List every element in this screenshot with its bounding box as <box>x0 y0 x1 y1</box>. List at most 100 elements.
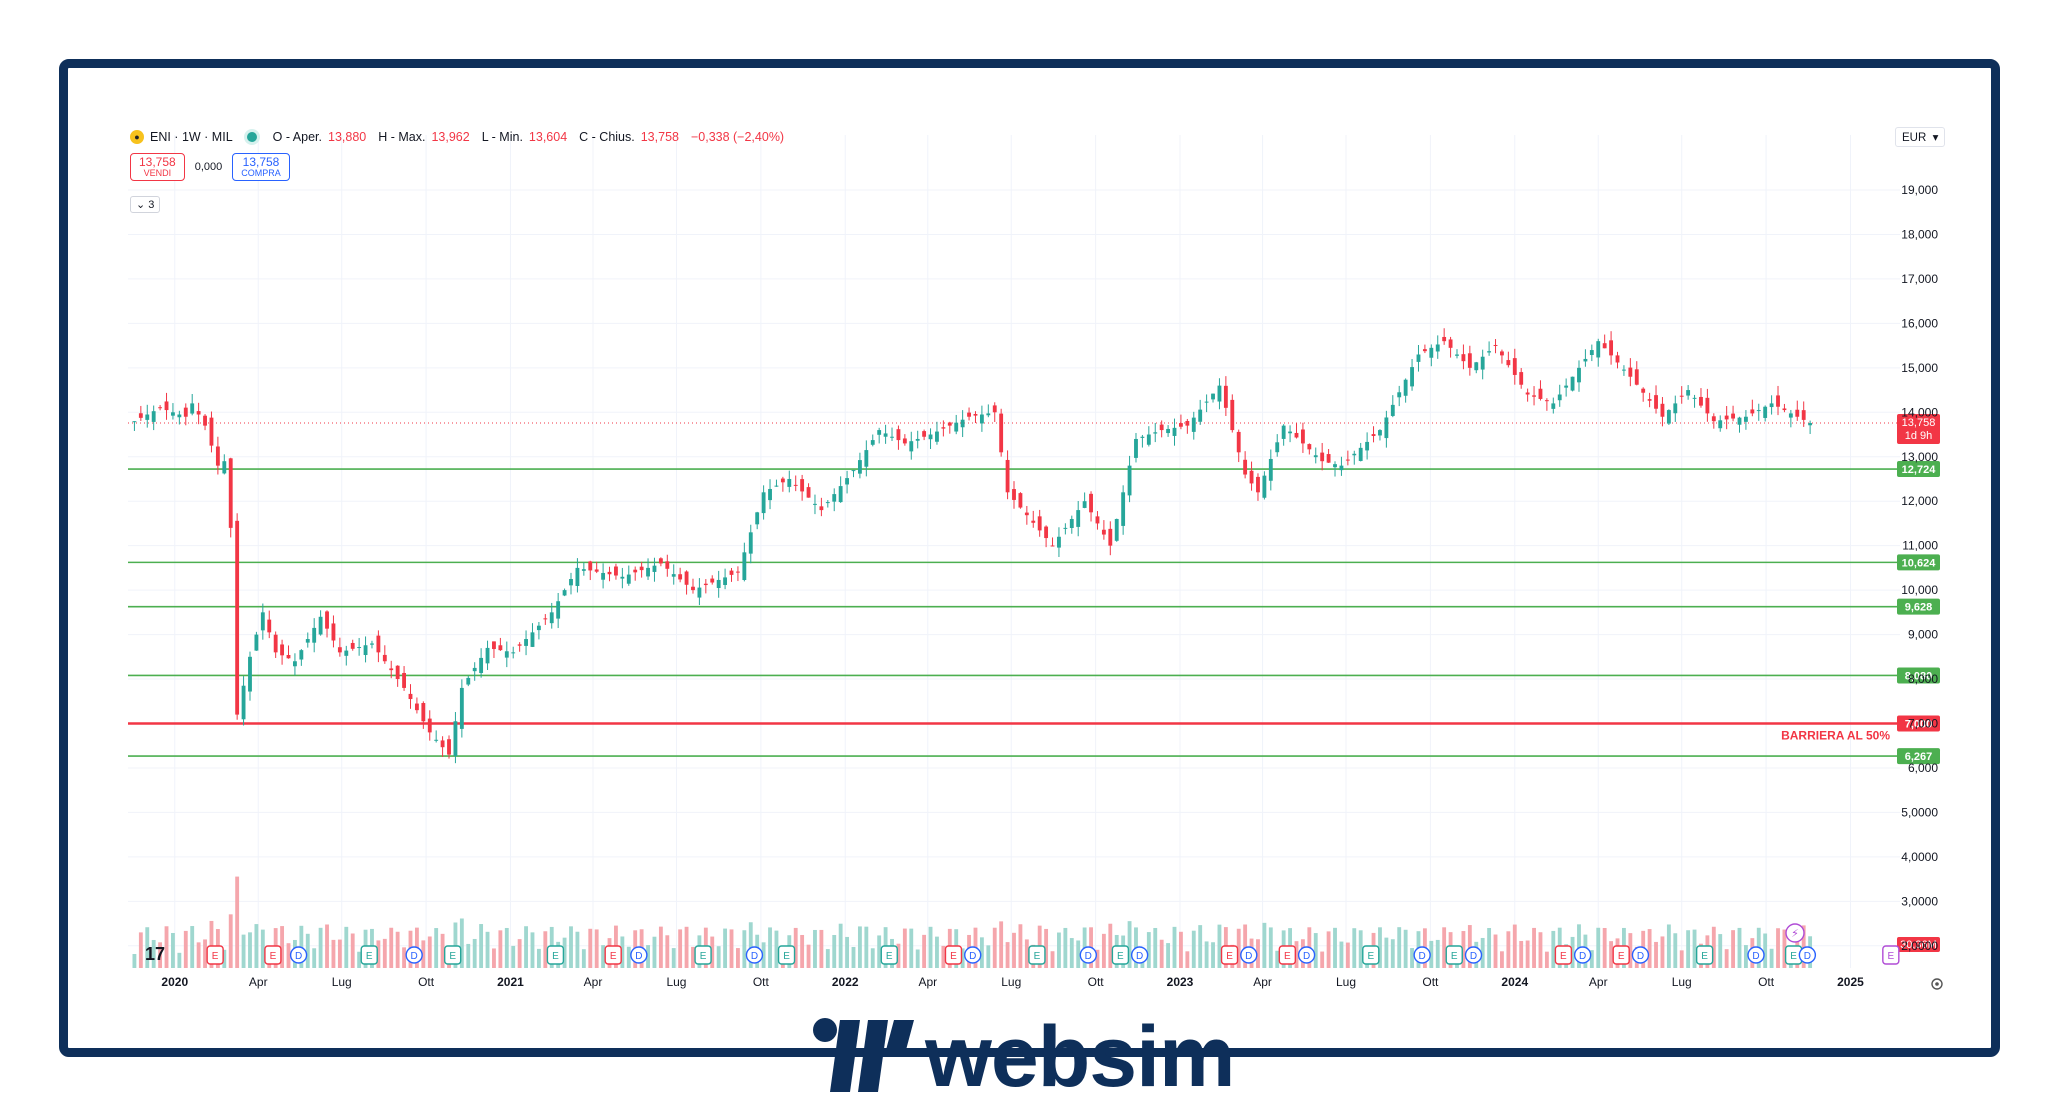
volume-bar <box>504 927 509 968</box>
candle-body <box>594 569 599 572</box>
dividend-marker-label: D <box>1419 951 1426 962</box>
volume-bar <box>1718 934 1723 968</box>
currency-select[interactable]: EUR ▾ <box>1895 127 1946 147</box>
volume-bar <box>1538 932 1543 968</box>
volume-bar <box>1480 937 1485 968</box>
candle-body <box>703 583 708 586</box>
dividend-marker-label: D <box>1136 951 1143 962</box>
candle-body <box>1422 349 1427 352</box>
candle-body <box>524 639 528 646</box>
earnings-marker-label: E <box>1117 951 1124 962</box>
sell-button[interactable]: 13,758 VENDI <box>130 153 185 182</box>
volume-bar <box>851 946 856 968</box>
volume-bar <box>1179 931 1183 968</box>
volume-bar <box>857 926 862 968</box>
candle-body <box>325 611 329 629</box>
lightning-icon-glyph: ⚡ <box>1791 927 1799 940</box>
level-price-label: 6,267 <box>1905 751 1933 763</box>
candle-body <box>280 644 285 656</box>
candle-body <box>1544 400 1549 402</box>
dividend-marker <box>1079 946 1097 964</box>
candle-body <box>203 415 207 426</box>
candle-body <box>331 623 336 641</box>
candle-body <box>1288 431 1292 434</box>
earnings-marker <box>1445 945 1463 965</box>
candle-body <box>575 567 580 586</box>
candle-body <box>1179 423 1183 427</box>
volume-bar <box>536 948 541 968</box>
y-tick-label: 19,000 <box>1901 183 1938 197</box>
candle-body <box>1185 420 1190 426</box>
event-markers[interactable]: E E D E D E E E D E D E E E D E D E D E D E D E D E D E D E D E D E D E⚡17 <box>145 923 1900 965</box>
eni-logo-icon: ● <box>130 130 144 144</box>
candle-body <box>421 703 426 722</box>
earnings-marker <box>546 945 565 965</box>
volume-bar <box>1320 951 1325 968</box>
volume-bar <box>466 943 471 968</box>
candle-body <box>337 647 342 653</box>
candle-body <box>845 478 849 485</box>
candle-body <box>607 571 612 575</box>
volume-bar <box>581 949 586 968</box>
candle-body <box>299 650 304 660</box>
volume-bar <box>1345 942 1350 968</box>
level-price-tag <box>1897 554 1940 571</box>
volume-bar <box>960 948 965 968</box>
candle-body <box>1564 385 1569 388</box>
earnings-marker-label: E <box>1226 951 1233 962</box>
candle-body <box>1146 434 1151 445</box>
candle-body <box>806 487 811 498</box>
volume-bar <box>620 936 625 968</box>
volume-bar <box>1018 924 1023 968</box>
last-price-tag <box>1897 414 1940 445</box>
buy-button[interactable]: 13,758 COMPRA <box>232 153 290 182</box>
candle-body <box>883 433 888 437</box>
candle-body <box>960 419 965 428</box>
dividend-marker-label: D <box>1245 951 1252 962</box>
volume-bar <box>280 926 285 968</box>
volume-bar <box>1057 932 1061 968</box>
candle-body <box>293 661 297 667</box>
candle-body <box>1384 417 1389 439</box>
candle-body <box>1294 432 1299 438</box>
volume-bar <box>1628 933 1633 968</box>
earnings-marker <box>694 945 712 965</box>
candle-body <box>1345 459 1350 461</box>
indicators-toggle-button[interactable]: ⌄ 3 <box>130 196 161 213</box>
candle-body <box>999 413 1004 453</box>
earnings-marker <box>944 945 963 965</box>
lightning-icon <box>1785 923 1805 943</box>
volume-bar <box>928 926 933 968</box>
earnings-marker-label: E <box>1451 951 1458 962</box>
candle-body <box>973 413 978 416</box>
volume-bar <box>492 948 496 968</box>
candle-body <box>1108 528 1113 546</box>
volume-bar <box>1519 940 1524 968</box>
earnings-marker <box>206 945 224 965</box>
candle-body <box>1551 403 1556 409</box>
volume-bar <box>678 929 683 968</box>
candle-body <box>248 656 252 692</box>
candle-body <box>697 587 702 598</box>
candle-body <box>1699 396 1703 406</box>
candle-body <box>1435 344 1440 352</box>
candle-body <box>228 458 233 528</box>
level-price-tag <box>1897 667 1940 684</box>
horizontal-levels[interactable]: 12,724 10,624 9,628 8,080 7,000 BARRIERA AL 5… <box>128 414 1940 952</box>
candle-body <box>1776 395 1780 407</box>
brand-name: websim <box>925 1009 1235 1105</box>
volume-bar <box>601 945 606 968</box>
volume-bar <box>1763 933 1768 968</box>
sell-price: 13,758 <box>139 155 176 169</box>
volume-bar <box>1776 928 1780 968</box>
candle-body <box>241 685 246 720</box>
candle-body <box>1256 476 1260 493</box>
candle-body <box>986 413 991 416</box>
earnings-marker <box>1695 945 1714 965</box>
symbol-title[interactable]: ENI · 1W · MIL <box>150 130 233 144</box>
volume-bar <box>774 930 779 968</box>
candle-body <box>1153 432 1158 434</box>
candle-body <box>151 411 156 422</box>
earnings-marker <box>880 945 898 965</box>
